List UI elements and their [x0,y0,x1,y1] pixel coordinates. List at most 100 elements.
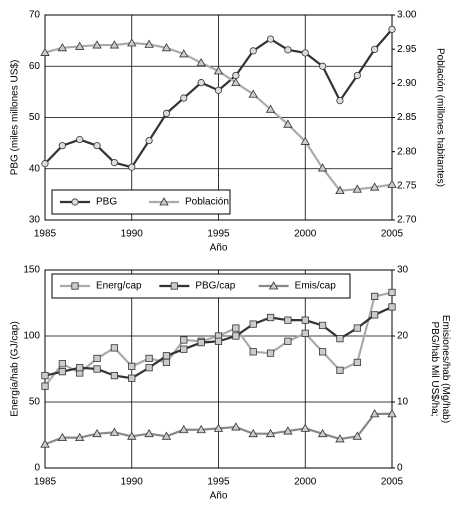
point [371,292,379,301]
legend-label: PBG [96,197,117,208]
x-axis-label: Año [210,491,228,502]
point [214,86,223,94]
y-axis-label: PBG (miles millones US$) [10,60,21,176]
x-tick-label: 1990 [121,477,144,488]
point [371,45,379,53]
y-tick-label: 100 [23,331,40,342]
point [92,40,102,49]
legend-label: Población [185,197,229,208]
y2-tick-label: 2.75 [397,180,417,191]
y2-tick-label: 30 [397,265,409,276]
point [213,66,224,75]
point [317,428,328,438]
point [41,371,49,380]
point [145,354,153,363]
point [231,422,241,431]
point [301,49,309,57]
point [162,109,171,118]
point [249,47,257,55]
point [92,428,102,438]
point [283,119,293,128]
point [301,316,309,324]
y-tick-label: 150 [23,265,40,276]
point [57,432,68,442]
point [128,163,136,171]
point [388,303,396,311]
point [58,142,66,150]
point [93,354,101,363]
point [266,313,275,322]
point [58,360,66,368]
point [336,96,344,105]
y2-tick-label: 0 [397,463,403,474]
y-tick-label: 50 [29,112,41,123]
point [180,345,188,353]
point [284,316,292,324]
point [336,335,344,343]
point [40,47,50,56]
point [300,136,310,145]
point [284,337,292,345]
legend-label: Energ/cap [96,281,142,292]
point [387,409,397,418]
point [317,163,328,172]
point [144,39,154,48]
legend-box [51,273,351,299]
point [232,71,240,80]
y2-tick-label: 10 [397,397,409,408]
point [249,348,257,356]
point [180,94,188,102]
legend-label: PBG/cap [195,281,235,292]
point [76,364,84,372]
x-tick-label: 1990 [121,229,144,240]
point [57,42,68,52]
plot-frame [44,269,393,469]
point [213,423,224,432]
x-tick-label: 2005 [381,477,404,488]
point [387,179,397,188]
point [110,344,118,352]
x-tick-label: 2005 [381,229,404,240]
y2-tick-label: 3.00 [397,10,417,21]
x-axis-label: Año [210,243,228,254]
point [58,368,66,376]
y-tick-label: 70 [29,10,41,21]
point [371,311,379,319]
y-tick-label: 30 [29,215,41,226]
x-tick-label: 1985 [34,477,57,488]
point [318,321,327,330]
point [335,185,345,195]
plot-frame [44,14,393,221]
point [266,349,275,357]
point [180,336,188,344]
point [197,338,205,347]
point [127,431,137,440]
y-tick-label: 50 [29,397,41,408]
point [335,434,345,443]
point [232,332,240,340]
x-tick-label: 1995 [207,477,230,488]
point [93,365,101,373]
point [231,77,241,87]
point [75,41,85,50]
y2-tick-label: 2.80 [397,146,417,157]
x-tick-label: 1985 [34,229,57,240]
y2-axis-label: Emisiones/hab (Mg/hab) [440,315,451,423]
point [197,79,205,87]
point [249,320,257,328]
point [369,182,380,191]
point [388,288,396,297]
point [71,282,79,290]
point [127,38,137,47]
point [284,46,292,54]
point [352,184,362,193]
point [76,135,84,144]
point [93,142,101,150]
point [179,49,189,58]
point [110,371,118,380]
point [369,409,380,418]
point [71,198,79,206]
y2-tick-label: 2.70 [397,215,417,226]
point [353,71,361,80]
x-tick-label: 2000 [294,477,317,488]
